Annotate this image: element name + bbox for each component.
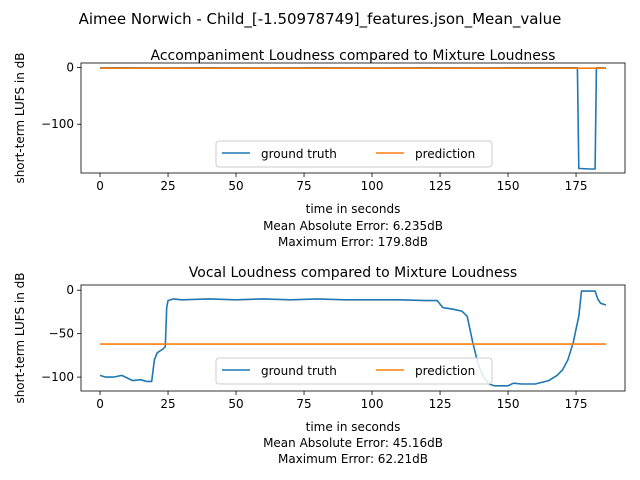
y-tick-label: −50 [49, 327, 74, 341]
maximum-error: Maximum Error: 62.21dB [278, 452, 428, 466]
x-tick-label: 125 [429, 179, 452, 193]
x-tick-label: 0 [96, 179, 104, 193]
legend-prediction-label: prediction [415, 147, 475, 161]
x-tick-label: 50 [228, 179, 243, 193]
chart-title: Accompaniment Loudness compared to Mixtu… [151, 48, 556, 64]
x-tick-label: 150 [497, 397, 520, 411]
series-line-ground-truth [99, 290, 607, 387]
mean-absolute-error: Mean Absolute Error: 6.235dB [263, 219, 443, 233]
figure-title: Aimee Norwich - Child_[-1.50978749]_feat… [79, 10, 562, 29]
x-tick-label: 100 [361, 397, 384, 411]
x-tick-label: 150 [497, 179, 520, 193]
vocal-chart: Vocal Loudness compared to Mixture Loudn… [13, 265, 626, 466]
maximum-error: Maximum Error: 179.8dB [278, 235, 428, 249]
legend-ground-truth-label: ground truth [261, 147, 337, 161]
axes-frame [80, 284, 626, 392]
y-tick-label: −100 [41, 117, 74, 131]
chart-title: Vocal Loudness compared to Mixture Loudn… [189, 265, 517, 281]
x-tick-label: 175 [565, 179, 588, 193]
y-axis-label: short-term LUFS in dB [13, 52, 27, 183]
x-tick-label: 25 [160, 179, 175, 193]
x-tick-label: 50 [228, 397, 243, 411]
y-tick-label: 0 [66, 283, 74, 297]
mean-absolute-error: Mean Absolute Error: 45.16dB [263, 436, 443, 450]
x-axis-label: time in seconds [306, 202, 401, 216]
x-tick-label: 75 [296, 179, 311, 193]
plot-area: 0 25 50 75 100 125 150 175 0 −100 [41, 61, 607, 193]
x-tick-label: 25 [160, 397, 175, 411]
plot-area: 0 25 50 75 100 125 150 175 0 −50 −100 [41, 283, 607, 411]
x-axis-label: time in seconds [306, 420, 401, 434]
legend-prediction-label: prediction [415, 364, 475, 378]
accompaniment-chart: Accompaniment Loudness compared to Mixtu… [13, 48, 626, 249]
x-tick-label: 100 [361, 179, 384, 193]
x-tick-label: 0 [96, 397, 104, 411]
axes-frame [80, 62, 626, 174]
x-tick-label: 75 [296, 397, 311, 411]
y-tick-label: −100 [41, 370, 74, 384]
legend-ground-truth-label: ground truth [261, 364, 337, 378]
legend: ground truth prediction [215, 140, 493, 168]
y-axis-label: short-term LUFS in dB [13, 272, 27, 403]
legend-box [215, 140, 493, 168]
x-tick-label: 175 [565, 397, 588, 411]
legend: ground truth prediction [215, 357, 493, 385]
legend-box [215, 357, 493, 385]
y-tick-label: 0 [66, 61, 74, 75]
x-tick-label: 125 [429, 397, 452, 411]
